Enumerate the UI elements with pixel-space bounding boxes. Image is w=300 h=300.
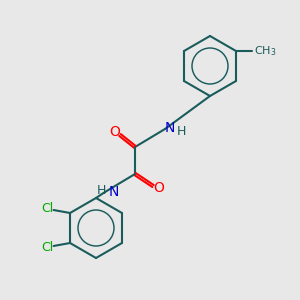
Text: Cl: Cl [41, 202, 53, 215]
Text: O: O [154, 181, 164, 194]
Text: H: H [177, 125, 186, 138]
Text: N: N [108, 185, 118, 199]
Text: N: N [164, 121, 175, 134]
Text: Cl: Cl [41, 241, 53, 254]
Text: H: H [97, 184, 106, 197]
Text: O: O [109, 125, 120, 139]
Text: CH$_3$: CH$_3$ [254, 44, 277, 58]
